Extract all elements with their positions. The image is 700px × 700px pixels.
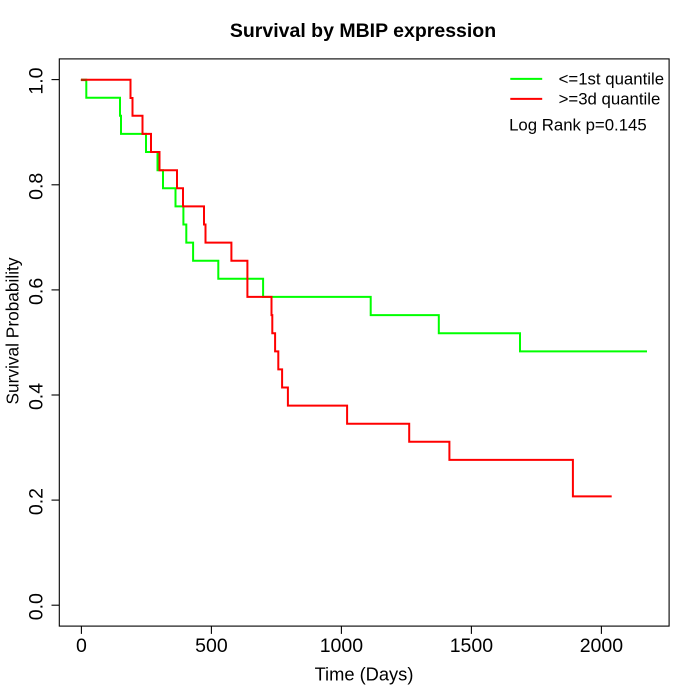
svg-text:1500: 1500 bbox=[450, 635, 494, 657]
svg-text:Survival by MBIP expression: Survival by MBIP expression bbox=[230, 20, 496, 42]
svg-text:>=3d quantile: >=3d quantile bbox=[559, 89, 661, 108]
svg-text:1.0: 1.0 bbox=[26, 67, 48, 94]
svg-text:Survival Probability: Survival Probability bbox=[2, 257, 22, 404]
svg-text:<=1st quantile: <=1st quantile bbox=[559, 69, 664, 88]
svg-text:0.8: 0.8 bbox=[26, 173, 48, 200]
svg-text:0.0: 0.0 bbox=[26, 593, 48, 620]
svg-text:2000: 2000 bbox=[580, 635, 624, 657]
svg-text:Time (Days): Time (Days) bbox=[315, 663, 414, 684]
svg-text:500: 500 bbox=[195, 635, 228, 657]
svg-text:0.6: 0.6 bbox=[26, 278, 48, 305]
svg-text:Log Rank p=0.145: Log Rank p=0.145 bbox=[509, 115, 647, 134]
svg-text:0.2: 0.2 bbox=[26, 488, 48, 515]
svg-text:1000: 1000 bbox=[320, 635, 364, 657]
svg-text:0: 0 bbox=[76, 635, 87, 657]
svg-text:0.4: 0.4 bbox=[26, 383, 48, 410]
